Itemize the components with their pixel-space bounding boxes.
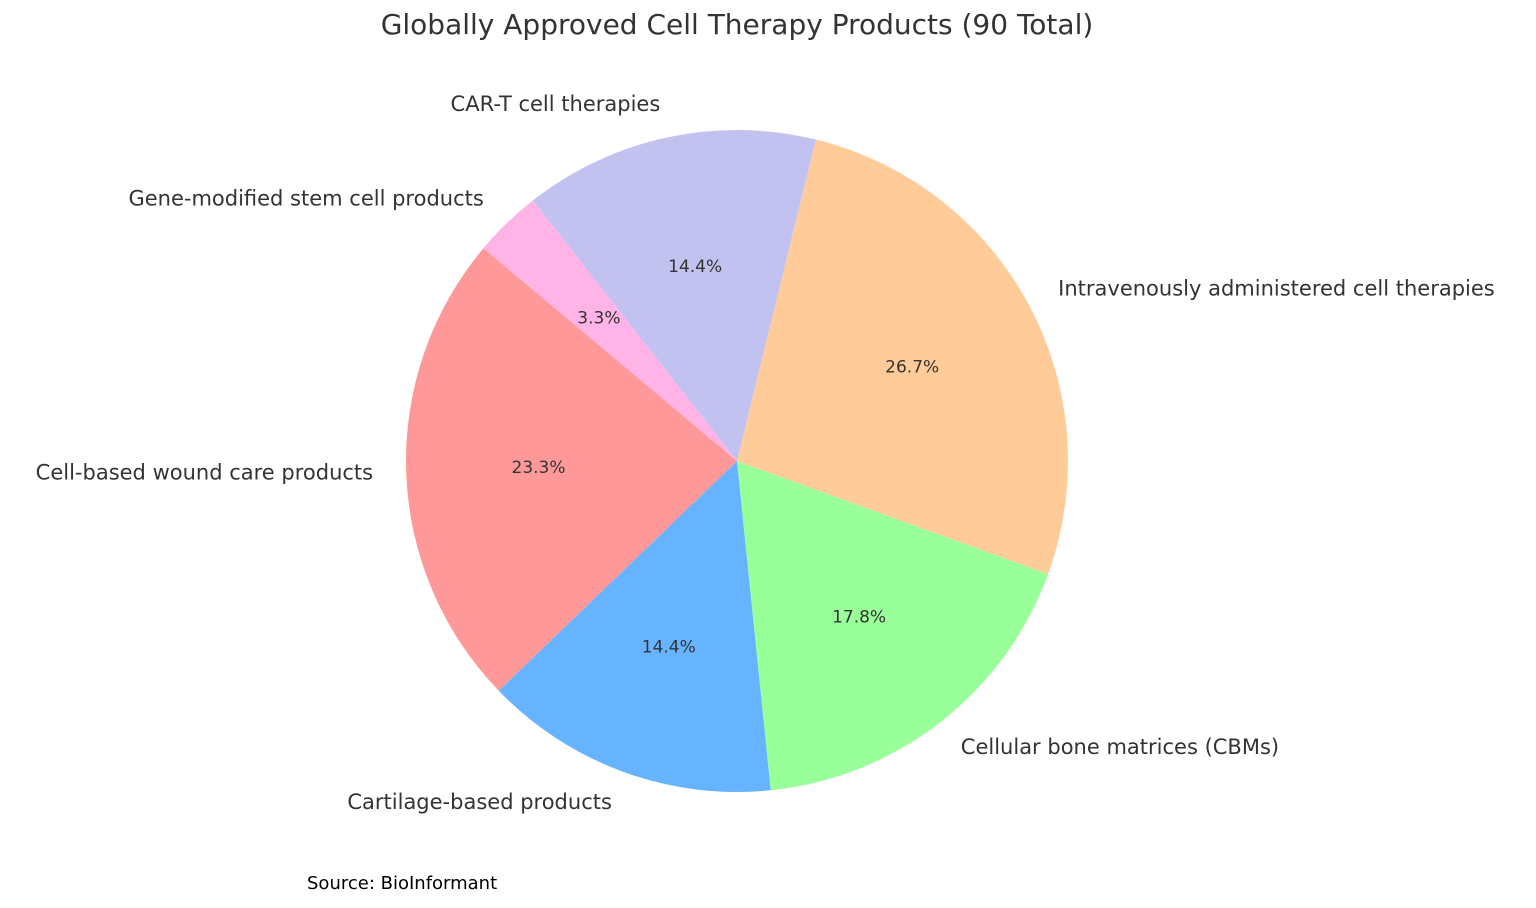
pie-slice [406, 248, 737, 691]
slice-label: Cell-based wound care products [36, 461, 373, 485]
slice-label: Gene-modified stem cell products [128, 186, 483, 210]
pie-slice [483, 200, 737, 461]
value-label: 26.7% [885, 357, 939, 377]
slice-label: Cartilage-based products [347, 790, 612, 814]
slice-label: Intravenously administered cell therapie… [1058, 276, 1495, 300]
slice-label: Cellular bone matrices (CBMs) [961, 735, 1279, 759]
value-label: 17.8% [832, 608, 886, 628]
value-label: 23.3% [512, 458, 566, 478]
pie-slice [532, 130, 816, 461]
pie-slice [737, 461, 1049, 791]
pie-slice [498, 461, 771, 793]
value-label: 14.4% [668, 257, 722, 277]
chart-title: Globally Approved Cell Therapy Products … [381, 8, 1094, 41]
source-note: Source: BioInformant [307, 873, 497, 894]
slice-label: CAR-T cell therapies [451, 92, 661, 116]
value-label: 14.4% [642, 638, 696, 658]
pie-slice [737, 139, 1068, 575]
value-label: 3.3% [577, 308, 620, 328]
